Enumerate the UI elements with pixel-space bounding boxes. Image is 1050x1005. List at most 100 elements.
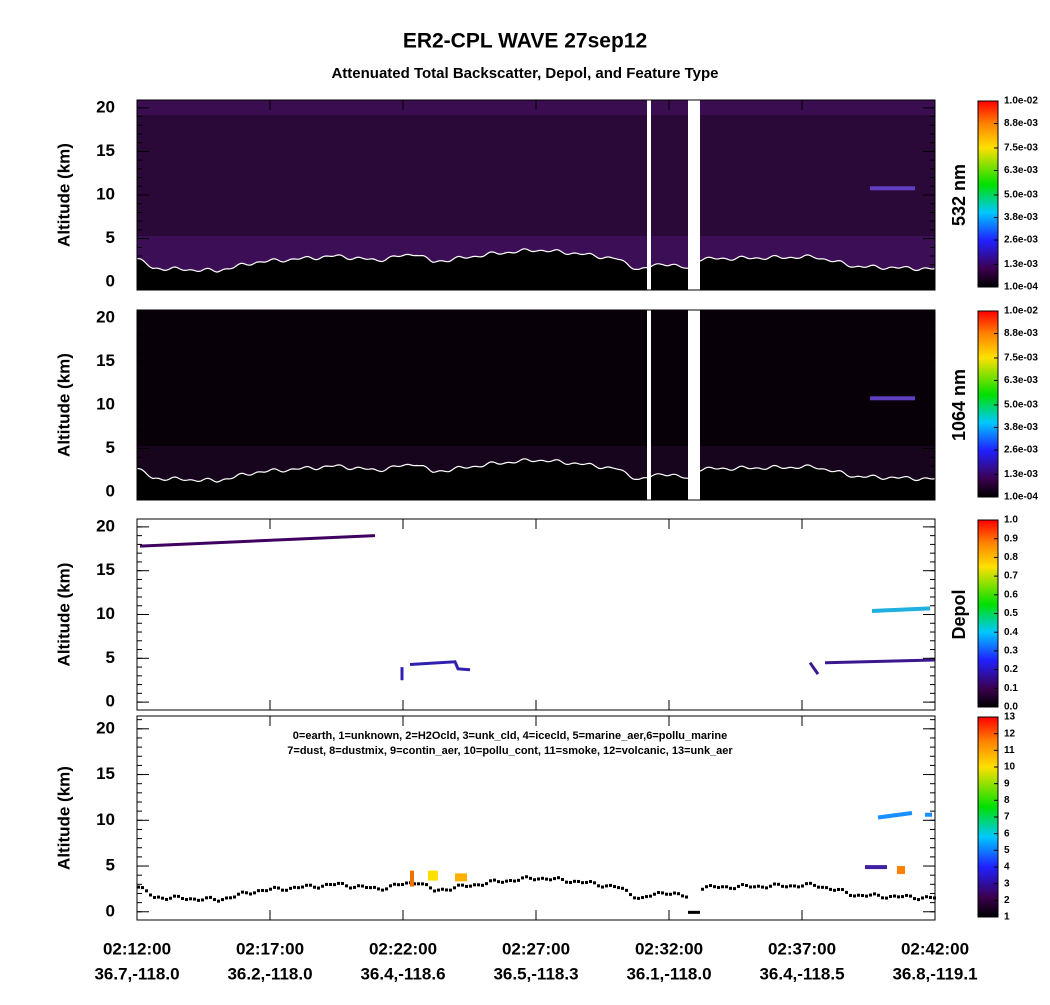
earth-dot: [373, 885, 376, 889]
earth-dot: [425, 883, 428, 887]
colorbar-tick-label: 6: [1004, 828, 1010, 839]
earth-dot: [913, 897, 916, 901]
earth-dot: [589, 880, 592, 884]
x-tick-coord: 36.7,-118.0: [94, 964, 179, 983]
subtitle: Attenuated Total Backscatter, Depol, and…: [331, 65, 718, 82]
earth-dot: [361, 884, 364, 888]
earth-dot: [389, 884, 392, 888]
earth-dot: [153, 895, 156, 899]
earth-dot: [585, 880, 588, 884]
earth-dot: [321, 884, 324, 888]
earth-dot: [365, 886, 368, 890]
colorbar-tick-label: 0.4: [1004, 627, 1018, 638]
earth-dot: [701, 887, 704, 891]
legend-note: 7=dust, 8=dustmix, 9=contin_aer, 10=poll…: [287, 745, 733, 757]
colorbar-tick-label: 8: [1004, 795, 1010, 806]
earth-dot: [329, 883, 332, 887]
earth-dot: [165, 897, 168, 901]
colorbar-tick-label: 1.0: [1004, 515, 1018, 526]
earth-dot: [157, 895, 160, 899]
earth-dot: [277, 886, 280, 890]
earth-dot: [173, 894, 176, 898]
earth-dot: [785, 885, 788, 889]
earth-dot: [401, 882, 404, 886]
earth-dot: [385, 887, 388, 891]
earth-dot: [437, 888, 440, 892]
y-tick-label: 15: [96, 141, 115, 160]
earth-dot: [529, 876, 532, 880]
colorbar-tick-label: 6.3e-03: [1004, 375, 1038, 386]
panel: [136, 99, 936, 291]
aerosol: [865, 865, 887, 870]
earth-dot: [229, 896, 232, 900]
earth-dot: [749, 885, 752, 889]
earth-dot: [909, 894, 912, 898]
earth-dot: [377, 887, 380, 891]
earth-dot: [813, 883, 816, 887]
earth-dot: [445, 888, 448, 892]
earth-dot: [233, 895, 236, 899]
earth-dot: [189, 897, 192, 901]
colorbar-tick-label: 3.8e-03: [1004, 422, 1038, 433]
aerosol: [400, 660, 471, 681]
plot-frame: [136, 518, 936, 711]
surface-line: [136, 458, 936, 483]
ice-cloud: [871, 606, 931, 613]
earth-dot: [705, 885, 708, 889]
cloud: [870, 396, 915, 401]
earth-dot: [793, 884, 796, 888]
colorbar-label: 1064 nm: [949, 369, 969, 441]
colorbar-tick-label: 0.1: [1004, 683, 1018, 694]
earth-dot: [457, 883, 460, 887]
earth-dot: [213, 898, 216, 902]
earth-dot: [177, 894, 180, 898]
earth-dot: [657, 890, 660, 894]
earth-dot: [685, 895, 688, 899]
earth-dot: [733, 887, 736, 891]
earth-dot: [669, 892, 672, 896]
earth-dot: [217, 899, 220, 903]
earth-dot: [209, 895, 212, 899]
colorbar-tick-label: 9: [1004, 778, 1010, 789]
earth-dot: [473, 883, 476, 887]
data-gap: [688, 310, 700, 500]
x-tick-label: 02:22:00: [369, 939, 437, 958]
colorbar-tick-label: 8.8e-03: [1004, 328, 1038, 339]
earth-dot: [769, 884, 772, 888]
earth-dot: [417, 882, 420, 886]
earth-dot: [405, 881, 408, 885]
earth-dot: [665, 892, 668, 896]
earth-dot: [249, 892, 252, 896]
y-tick-label: 10: [96, 810, 115, 829]
earth-dot: [501, 880, 504, 884]
earth-dot: [857, 893, 860, 897]
y-tick-label: 0: [106, 692, 115, 711]
data-gap: [688, 100, 700, 290]
earth-dot: [893, 894, 896, 898]
earth-dot: [521, 876, 524, 880]
x-tick-label: 02:37:00: [768, 939, 836, 958]
earth-dot: [453, 886, 456, 890]
earth-dot: [737, 884, 740, 888]
earth-dot: [441, 887, 444, 891]
earth-dot: [617, 886, 620, 890]
earth-dot: [577, 879, 580, 883]
earth-dot: [777, 882, 780, 886]
earth-dot: [833, 888, 836, 892]
colorbar-tick-label: 8.8e-03: [1004, 118, 1038, 129]
panel: [136, 518, 936, 711]
earth-dot: [257, 889, 260, 893]
earth-dot: [461, 883, 464, 887]
earth-dot: [601, 885, 604, 889]
earth-dot: [205, 896, 208, 900]
earth-dot: [853, 894, 856, 898]
y-tick-label: 5: [106, 438, 115, 457]
earth-dot: [261, 888, 264, 892]
earth-dot: [181, 897, 184, 901]
earth-dot: [605, 884, 608, 888]
colorbar-tick-label: 5: [1004, 845, 1010, 856]
earth-dot: [285, 888, 288, 892]
earth-dot: [349, 886, 352, 890]
colorbar-tick-label: 0.7: [1004, 571, 1018, 582]
colorbar-label: Depol: [949, 589, 969, 639]
